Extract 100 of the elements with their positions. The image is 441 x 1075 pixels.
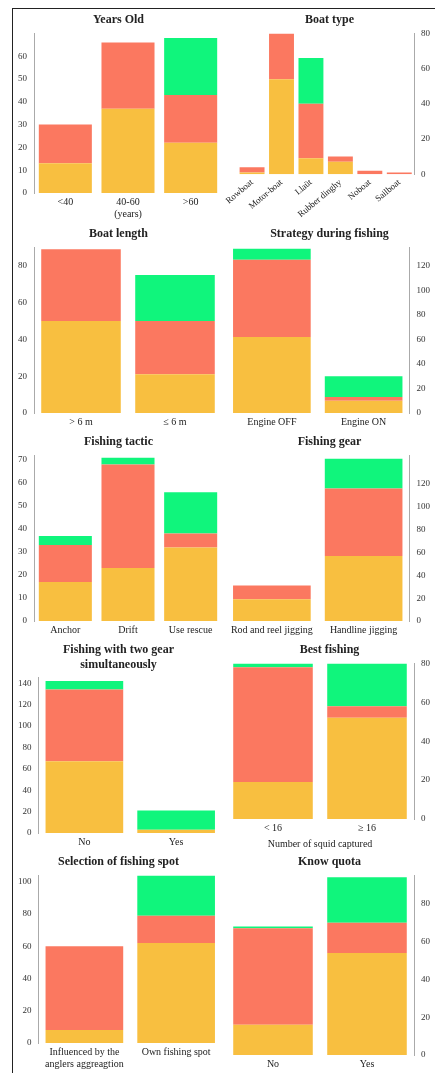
y-tick-label: 20 [416,382,426,393]
x-tick-label: Engine ON [340,415,387,427]
bar [45,689,124,762]
y-tick-label: 100 [416,501,431,512]
y-tick-label: 40 [416,569,426,580]
y-tick-label: 0 [421,813,426,824]
bar [327,156,353,162]
y-tick-label: 40 [22,784,32,795]
chart-title: Boat length [88,226,149,241]
x-tick-label: Use rescue [168,623,214,635]
x-tick-label: Influenced by the anglers aggreagtion [45,1045,124,1069]
bar [101,568,155,621]
bar [101,457,155,465]
y-tick-label: 80 [22,741,32,752]
bar [269,79,294,175]
y-tick-label: 50 [18,500,28,511]
y-tick-label: 10 [18,592,28,603]
x-tick-label: Own fishing spot [141,1045,211,1057]
bar [137,875,215,916]
x-tick-label: Anchor [50,623,81,635]
bar [327,877,407,923]
bar [327,922,407,953]
y-tick-label: 60 [416,546,426,557]
y-tick-label: 70 [18,454,28,465]
y-tick-label: 0 [22,615,28,626]
bar [41,249,121,321]
y-tick-label: 0 [22,407,28,418]
chart-title: Fishing with two gear simultaneously [63,642,175,671]
bar [137,943,215,1043]
bar [137,915,215,944]
bar [298,103,324,159]
y-tick-label: 20 [421,1011,431,1022]
y-tick-label: 50 [18,73,28,84]
y-tick-label: 60 [18,477,28,488]
y-tick-label: 120 [416,260,431,271]
y-tick-label: 60 [421,696,431,707]
x-tick-label: Handline jigging [329,623,398,635]
bar [298,158,324,175]
chart-title: Fishing tactic [84,434,154,449]
y-tick-label: 80 [22,908,32,919]
bar [135,374,215,413]
bar [233,336,311,413]
x-tick-label: < 16 [263,821,283,833]
y-tick-label: 120 [18,698,32,709]
chart-title: Know quota [297,854,362,869]
y-tick-label: 40 [421,735,431,746]
x-tick-label: No [266,1057,280,1069]
y-tick-label: 20 [18,370,28,381]
bar [41,321,121,413]
x-axis-title: Number of squid captured [267,837,373,849]
bar [324,488,403,556]
bar [38,124,92,164]
y-tick-label: 20 [18,569,28,580]
bar [327,161,353,175]
bar [327,952,407,1055]
y-tick-label: 0 [22,187,28,198]
bar [269,33,294,80]
x-tick-label: Llaüt [292,176,315,197]
y-tick-label: 40 [421,973,431,984]
y-tick-label: 80 [416,523,426,534]
bar [164,533,218,548]
y-tick-label: 60 [421,62,431,73]
y-tick-label: 80 [416,309,426,320]
y-tick-label: 60 [18,50,28,61]
x-tick-label: > 6 m [69,415,93,427]
bar [45,1030,124,1043]
y-tick-label: 0 [27,1037,32,1048]
y-tick-label: 30 [18,546,28,557]
y-tick-label: 80 [421,657,431,668]
bar [38,535,92,546]
bar [135,275,215,321]
y-tick-label: 120 [416,478,431,489]
y-tick-label: 40 [22,972,32,983]
y-tick-label: 60 [416,333,426,344]
x-tick-label: Engine OFF [247,415,297,427]
bar [324,397,403,401]
bar [327,706,407,718]
y-tick-label: 40 [18,523,28,534]
y-tick-label: 100 [18,720,32,731]
y-tick-label: 140 [18,677,32,688]
y-tick-label: 0 [27,827,32,838]
bar [38,163,92,193]
bar [298,58,324,104]
bar [233,259,311,337]
y-tick-label: 40 [416,358,426,369]
bar [233,248,311,260]
y-tick-label: 0 [421,168,426,179]
x-tick-label: 40-60 (years) [114,195,142,220]
bar [164,547,218,621]
bar [45,681,124,690]
bar [233,1024,313,1055]
bar [233,599,311,621]
y-tick-label: 20 [421,774,431,785]
bar [324,555,403,621]
bar [324,458,403,489]
bar [164,37,218,95]
y-tick-label: 60 [22,940,32,951]
bar [137,810,215,830]
chart-title: Fishing gear [297,434,363,449]
y-tick-label: 20 [421,133,431,144]
